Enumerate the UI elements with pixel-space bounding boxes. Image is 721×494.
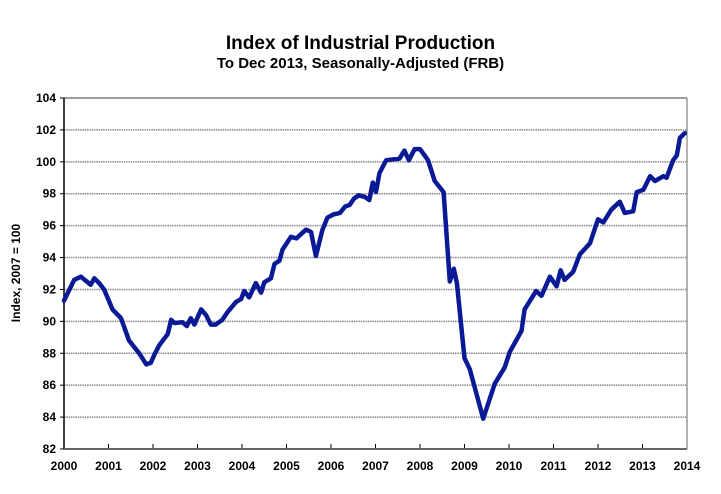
y-tick-label: 92 bbox=[43, 282, 57, 296]
axes bbox=[60, 97, 688, 450]
y-tick-label: 88 bbox=[43, 346, 57, 360]
y-tick-label: 84 bbox=[43, 410, 57, 424]
x-tick-label: 2006 bbox=[318, 459, 345, 473]
y-tick-label: 94 bbox=[43, 251, 57, 265]
x-tick-label: 2007 bbox=[362, 459, 389, 473]
x-tick-label: 2014 bbox=[674, 459, 701, 473]
y-tick-label: 90 bbox=[43, 314, 57, 328]
chart-subtitle: To Dec 2013, Seasonally-Adjusted (FRB) bbox=[216, 55, 505, 72]
series-line bbox=[61, 130, 688, 421]
y-tick-label: 86 bbox=[43, 378, 57, 392]
y-axis-label: Index, 2007 = 100 bbox=[9, 223, 23, 322]
x-tick-label: 2004 bbox=[229, 459, 256, 473]
y-tick-label: 100 bbox=[36, 155, 56, 169]
x-tick-label: 2009 bbox=[451, 459, 478, 473]
x-tick-label: 2010 bbox=[496, 459, 523, 473]
y-tick-label: 104 bbox=[36, 91, 56, 105]
y-tick-label: 102 bbox=[36, 123, 56, 137]
y-tick-label: 82 bbox=[43, 442, 57, 456]
x-tick-label: 2011 bbox=[540, 459, 566, 473]
chart-title: Index of Industrial Production bbox=[225, 33, 496, 54]
x-tick-label: 2003 bbox=[184, 459, 211, 473]
x-tick-label: 2013 bbox=[629, 459, 656, 473]
x-tick-label: 2001 bbox=[95, 459, 122, 473]
x-tick-label: 2000 bbox=[51, 459, 78, 473]
y-tick-label: 96 bbox=[43, 219, 57, 233]
y-tick-labels: 82 84 86 88 90 92 94 96 98 100 102 104 bbox=[36, 91, 56, 456]
x-tick-label: 2012 bbox=[585, 459, 612, 473]
x-tick-label: 2008 bbox=[407, 459, 434, 473]
x-tick-label: 2005 bbox=[273, 459, 300, 473]
gridlines bbox=[64, 97, 687, 418]
x-tick-labels: 2000 2001 2002 2003 2004 2005 2006 2007 2008 2009… bbox=[51, 459, 701, 473]
x-tick-label: 2002 bbox=[140, 459, 167, 473]
y-tick-label: 98 bbox=[43, 187, 57, 201]
